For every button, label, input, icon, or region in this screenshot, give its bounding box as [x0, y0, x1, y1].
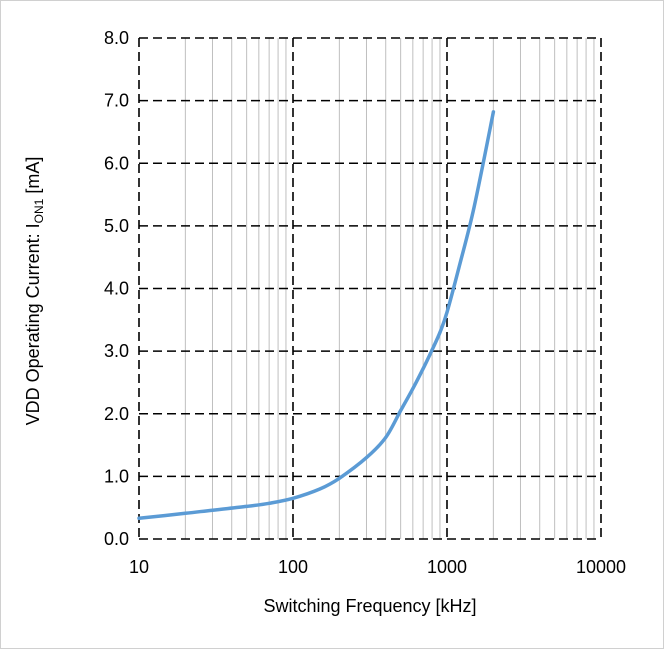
series-layer: [137, 110, 496, 521]
y-axis-label-prefix: VDD Operating Current: I: [23, 223, 43, 425]
y-axis-label: VDD Operating Current: ION1 [mA]: [23, 157, 46, 426]
x-tick-labels: 10 100 1000 10000: [129, 557, 626, 577]
y-tick-labels: 0.0 1.0 2.0 3.0 4.0 5.0 6.0 7.0 8.0: [104, 28, 129, 549]
y-tick-label: 6.0: [104, 153, 129, 173]
x-tick-label: 1000: [427, 557, 467, 577]
y-tick-label: 1.0: [104, 466, 129, 486]
y-tick-label: 4.0: [104, 279, 129, 299]
series-line: [137, 110, 496, 521]
y-tick-label: 0.0: [104, 529, 129, 549]
x-tick-label: 10: [129, 557, 149, 577]
x-tick-label: 10000: [576, 557, 626, 577]
y-tick-label: 5.0: [104, 216, 129, 236]
y-axis-label-suffix: [mA]: [23, 157, 43, 199]
y-tick-label: 3.0: [104, 341, 129, 361]
major-grid: [138, 37, 602, 540]
y-tick-label: 2.0: [104, 404, 129, 424]
x-tick-label: 100: [278, 557, 308, 577]
x-axis-label: Switching Frequency [kHz]: [263, 596, 476, 616]
y-axis-label-subscript: ON1: [32, 198, 46, 223]
y-tick-label: 8.0: [104, 28, 129, 48]
y-tick-label: 7.0: [104, 91, 129, 111]
